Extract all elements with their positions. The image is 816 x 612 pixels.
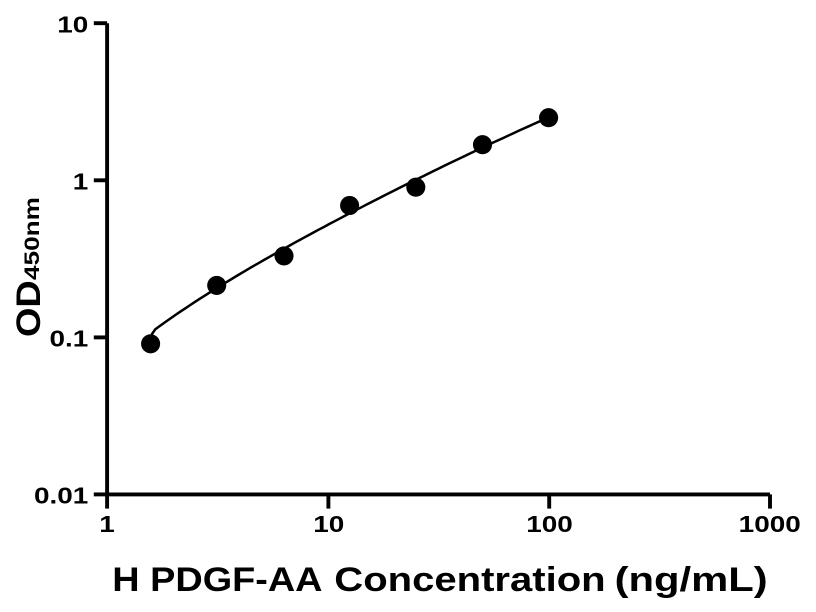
- svg-text:1: 1: [99, 512, 115, 537]
- svg-text:H PDGF-AA: H PDGF-AA: [112, 559, 322, 598]
- svg-text:0.1: 0.1: [50, 327, 89, 352]
- svg-text:1000: 1000: [739, 512, 801, 537]
- svg-text:450nm: 450nm: [20, 197, 44, 280]
- svg-text:10: 10: [57, 13, 88, 38]
- svg-text:OD: OD: [9, 280, 48, 337]
- svg-text:0.01: 0.01: [34, 484, 88, 509]
- svg-text:(ng/mL): (ng/mL): [615, 560, 768, 599]
- svg-text:10: 10: [313, 512, 344, 537]
- svg-text:1: 1: [73, 170, 89, 195]
- svg-text:100: 100: [526, 512, 573, 537]
- svg-text:Concentration: Concentration: [334, 559, 605, 598]
